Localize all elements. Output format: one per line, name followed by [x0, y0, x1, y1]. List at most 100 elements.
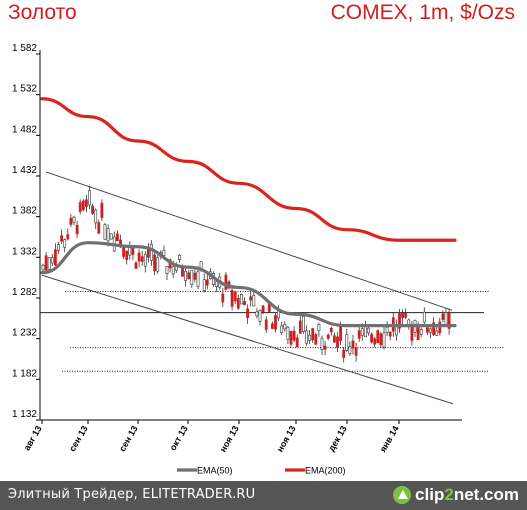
candle-down [75, 224, 79, 235]
candle-up [301, 316, 305, 333]
candle-up [435, 330, 439, 336]
candle-down [342, 349, 346, 358]
candle-up [128, 247, 132, 256]
candle-up [171, 266, 175, 275]
candle-down [249, 296, 253, 301]
y-tick-label: 1 432 [12, 165, 37, 176]
footer-bar: Элитный Трейдер, ELITETRADER.RU clip 2 net… [0, 481, 527, 510]
candle-up [305, 330, 308, 344]
candle-down [376, 330, 380, 344]
candle-down [432, 322, 436, 335]
candle-down [441, 313, 445, 320]
candle-up [444, 312, 448, 327]
candle-down [332, 335, 336, 343]
watermark-text-pre: clip [415, 485, 445, 504]
candle-down [354, 347, 358, 356]
candle-up [150, 244, 153, 261]
candle-down [388, 331, 392, 337]
candle-down [97, 222, 101, 234]
candle-down [311, 328, 315, 341]
candle-down [153, 254, 157, 272]
candle-up [50, 257, 54, 264]
y-axis: 1 582 1 532 1 482 1 432 1 382 1 332 1 282 1 232… [12, 43, 462, 421]
candle-down [91, 205, 95, 214]
candle-down [261, 305, 265, 313]
candle-up [94, 209, 98, 224]
trend-channel [41, 171, 454, 405]
watermark-text-post: net.com [453, 485, 519, 504]
x-tick-label: дек 13 [326, 424, 349, 453]
candle-down [81, 200, 85, 211]
candle-down [116, 233, 119, 242]
candle-down [329, 327, 333, 333]
y-tick-label: 1 232 [12, 328, 37, 339]
candle-up [360, 328, 364, 337]
candle-down [125, 250, 129, 260]
candle-up [258, 310, 262, 322]
candle-up [156, 257, 160, 272]
candle-up [283, 323, 287, 330]
candle-down [425, 327, 429, 333]
candle-down [221, 293, 225, 303]
chart-title-right: COMEX, 1m, $/Ozs [330, 1, 515, 24]
candle-down [351, 340, 355, 349]
candle-down [246, 308, 250, 318]
candle-down [60, 235, 64, 242]
candle-down [379, 333, 383, 346]
candle-down [357, 330, 361, 339]
channel-upper-line [45, 171, 453, 311]
candle-up [255, 311, 259, 317]
candle-down [398, 313, 401, 329]
price-chart: 1 582 1 532 1 482 1 432 1 382 1 332 1 282 1 232… [12, 43, 505, 476]
candle-up [345, 334, 349, 351]
candle-down [326, 334, 330, 339]
candle-down [298, 320, 302, 334]
candle-up [143, 253, 147, 267]
x-axis: авг 13 сен 13 сен 13 окт 13 ноя 13 ноя 13 дек … [22, 420, 401, 454]
support-resistance-levels [40, 290, 505, 372]
ema200-line [40, 97, 457, 242]
candle-down [224, 274, 228, 290]
candle-down [230, 290, 234, 307]
y-tick-label: 1 582 [12, 43, 37, 54]
candle-down [187, 272, 191, 280]
footer-source-text: Элитный Трейдер, ELITETRADER.RU [8, 487, 256, 502]
candle-down [100, 202, 104, 219]
candle-down [447, 312, 451, 329]
watermark-text-accent: 2 [444, 485, 454, 504]
y-tick-label: 1 132 [12, 409, 37, 420]
candle-down [416, 325, 420, 341]
candle-down [233, 291, 237, 302]
y-tick-label: 1 532 [12, 84, 37, 95]
candle-down [404, 313, 408, 318]
candle-up [165, 266, 169, 274]
candle-up [407, 319, 411, 325]
candle-down [370, 333, 374, 343]
candle-up [385, 327, 389, 333]
candle-down [44, 255, 48, 271]
candle-up [348, 346, 352, 355]
candle-down [236, 297, 240, 309]
y-tick-label: 1 382 [12, 206, 37, 217]
x-tick-label: янв 14 [378, 424, 401, 454]
candle-down [137, 252, 141, 262]
channel-lower-line [41, 274, 454, 405]
candle-down [410, 325, 414, 341]
candle-down [264, 319, 268, 330]
candle-up [103, 224, 107, 240]
candle-up [215, 281, 219, 287]
x-tick-label: окт 13 [168, 424, 190, 452]
candle-down [323, 345, 327, 350]
candle-down [274, 315, 277, 330]
candle-down [69, 217, 73, 225]
candle-up [308, 334, 312, 341]
candle-down [336, 336, 339, 348]
candle-up [57, 244, 60, 251]
candle-up [419, 329, 423, 335]
candle-down [66, 234, 70, 240]
candlesticks [41, 185, 451, 363]
candle-up [47, 257, 51, 270]
y-tick-label: 1 332 [12, 246, 37, 257]
candle-down [134, 262, 138, 269]
